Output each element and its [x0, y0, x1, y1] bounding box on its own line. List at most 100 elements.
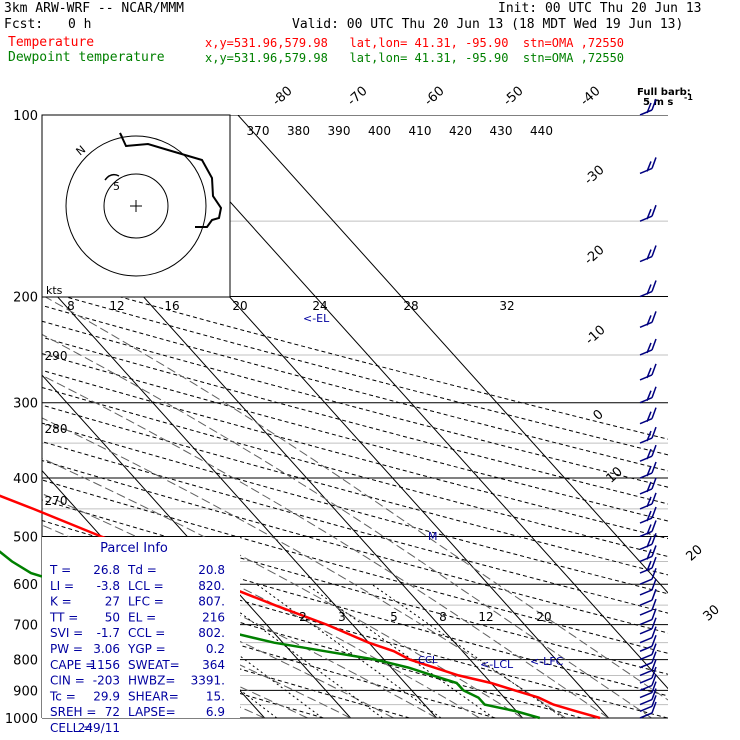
- barb-legend-unit: 5 m s: [643, 97, 673, 108]
- wind-barbs: [639, 98, 657, 719]
- parcel-value: 15.: [206, 689, 225, 703]
- hodograph-ring: [65, 135, 207, 277]
- parcel-info-box: Parcel Info T = 26.8 Td = 20.8 LI = -3.8 LCL = 8…: [42, 537, 240, 735]
- parcel-key: EL =: [128, 610, 156, 624]
- wind-barb: [639, 461, 657, 479]
- pressure-label: 400: [13, 472, 38, 487]
- parcel-value: 216: [202, 610, 225, 624]
- wind-barb: [639, 634, 657, 652]
- mixing-ratio-label: 20: [536, 610, 551, 624]
- isotherm-line: [42, 374, 351, 718]
- valid-time: Valid: 00 UTC Thu 20 Jun 13 (18 MDT Wed …: [292, 17, 684, 32]
- init-time: Init: 00 UTC Thu 20 Jun 13: [498, 1, 702, 16]
- pressure-label: 200: [13, 291, 38, 306]
- wind-barb: [639, 506, 657, 524]
- dewpoint-line: [0, 550, 541, 720]
- hodograph-unit: kts: [46, 284, 63, 297]
- parcel-key: SWEAT=: [128, 658, 180, 672]
- wind-barb: [639, 386, 657, 404]
- dry-adiabat: [42, 422, 668, 595]
- hodograph-speed-label: 24: [312, 299, 327, 313]
- theta-label: 430: [490, 124, 513, 138]
- mixing-ratio-label: 12: [478, 610, 493, 624]
- moist-adiabat: [42, 457, 523, 718]
- isotherm-line: [42, 278, 437, 718]
- hodograph-trace: [119, 132, 223, 228]
- theta-label: 420: [449, 124, 472, 138]
- parcel-title: Parcel Info: [100, 541, 168, 556]
- parcel-key: YGP =: [127, 642, 166, 656]
- parcel-value: 20.8: [198, 563, 225, 577]
- parcel-key: LAPSE=: [128, 705, 176, 719]
- isotherm-label: -30: [582, 163, 608, 188]
- theta-label: 400: [368, 124, 391, 138]
- pressure-label: 100: [13, 109, 38, 124]
- parcel-key: Td =: [127, 563, 157, 577]
- wind-barb: [639, 681, 657, 699]
- wind-barb: [639, 643, 657, 661]
- dry-adiabat: [42, 404, 668, 576]
- mixing-ratio-line: [371, 583, 564, 718]
- dry-adiabat: [42, 585, 496, 718]
- wind-barb: [639, 674, 657, 692]
- parcel-key: SVI =: [50, 626, 83, 640]
- wind-barb: [639, 617, 657, 635]
- parcel-value: 50: [105, 610, 120, 624]
- wind-barb: [639, 666, 657, 684]
- isotherm-label: 10: [603, 464, 625, 486]
- parcel-value: 29.9: [93, 689, 120, 703]
- parcel-value: 820.: [198, 579, 225, 593]
- isotherm-line: [237, 115, 668, 594]
- parcel-value: 72: [105, 705, 120, 719]
- wind-barb: [639, 426, 657, 444]
- wind-barb: [639, 492, 657, 510]
- pressure-label: 700: [13, 619, 38, 634]
- isotherm-label: 20: [683, 542, 705, 564]
- hodograph-speed-label: 32: [499, 299, 514, 313]
- parcel-key: Tc =: [49, 689, 76, 703]
- isotherm-label: -60: [422, 84, 448, 109]
- isotherm-label: -80: [270, 84, 296, 109]
- pressure-label: 1000: [5, 712, 38, 727]
- dewpoint-legend: Dewpoint temperature: [8, 50, 165, 65]
- parcel-value: 1156: [89, 658, 120, 672]
- isotherm-label: -70: [345, 84, 371, 109]
- wind-barb: [639, 444, 657, 462]
- forecast-label: Fcst:: [4, 17, 44, 32]
- el-marker: <-EL: [303, 312, 330, 325]
- dry-adiabat: [42, 441, 668, 614]
- barb-legend-exponent: -1: [684, 93, 693, 102]
- parcel-value: 802.: [198, 626, 225, 640]
- hodograph-speed-mark: 5: [113, 180, 120, 193]
- parcel-value: 3.06: [93, 642, 120, 656]
- wind-barb: [639, 701, 657, 719]
- dewpoint-location-info: x,y=531.96,579.98 lat,lon= 41.31, -95.90…: [205, 51, 625, 65]
- forecast-hour: 0 h: [68, 17, 92, 32]
- parcel-value: 364: [202, 658, 225, 672]
- theta-label: 410: [409, 124, 432, 138]
- wind-barb: [639, 311, 657, 329]
- temperature-location-info: x,y=531.96,579.98 lat,lon= 41.31, -95.90…: [205, 36, 625, 50]
- parcel-key: PW =: [50, 642, 83, 656]
- wind-barb: [639, 567, 657, 585]
- lcl-marker: <-LCL: [480, 658, 514, 671]
- pressure-label: 600: [13, 578, 38, 593]
- parcel-key: T =: [49, 563, 71, 577]
- isotherm-line: [151, 115, 668, 690]
- isotherm-label: -20: [582, 243, 608, 268]
- parcel-key: LFC =: [128, 595, 164, 609]
- isotherm-label: 30: [700, 602, 722, 624]
- wind-barb: [639, 532, 657, 550]
- wind-barb: [639, 407, 657, 425]
- parcel-key: TT =: [49, 610, 78, 624]
- mixing-ratio-line: [306, 583, 495, 718]
- wind-barb: [639, 598, 657, 616]
- wind-barb: [639, 695, 657, 713]
- wind-barb: [639, 363, 657, 381]
- wind-barb: [639, 556, 657, 574]
- theta-label: 370: [247, 124, 270, 138]
- wind-barb: [639, 245, 657, 263]
- parcel-value: -3.8: [97, 579, 120, 593]
- wind-barb: [639, 98, 657, 116]
- model-title: 3km ARW-WRF -- NCAR/MMM: [4, 1, 185, 16]
